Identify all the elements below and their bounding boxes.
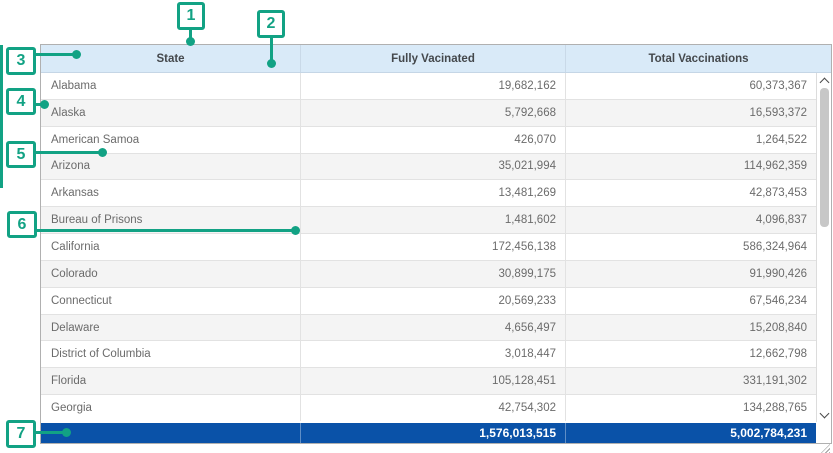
cell-state: Florida — [41, 368, 300, 394]
cell-total-vaccinations: 114,962,359 — [565, 154, 816, 180]
table-row[interactable]: Alabama 19,682,162 60,373,367 — [41, 73, 816, 100]
dashboard-page: State Fully Vacinated Total Vaccinations… — [0, 0, 833, 453]
cell-total-vaccinations: 134,288,765 — [565, 395, 816, 421]
cell-state: Delaware — [41, 315, 300, 341]
cell-total-vaccinations: 60,373,367 — [565, 73, 816, 99]
cell-total-vaccinations: 4,096,837 — [565, 207, 816, 233]
cell-total-vaccinations: 15,208,840 — [565, 315, 816, 341]
cell-state: District of Columbia — [41, 341, 300, 367]
cell-state: Colorado — [41, 261, 300, 287]
chevron-down-icon[interactable] — [820, 409, 830, 419]
cell-fully-vaccinated: 5,792,668 — [300, 100, 565, 126]
cell-fully-vaccinated: 3,018,447 — [300, 341, 565, 367]
callout-7: 7 — [6, 420, 36, 448]
cell-total-vaccinations: 42,873,453 — [565, 180, 816, 206]
scrollbar-track[interactable] — [816, 73, 831, 422]
table-row[interactable]: Delaware 4,656,497 15,208,840 — [41, 315, 816, 342]
summary-totals-row: 1,576,013,515 5,002,784,231 — [41, 423, 816, 443]
cell-state: Arizona — [41, 154, 300, 180]
cell-state: Connecticut — [41, 288, 300, 314]
cell-state: Alabama — [41, 73, 300, 99]
cell-total-vaccinations: 586,324,964 — [565, 234, 816, 260]
cell-fully-vaccinated: 30,899,175 — [300, 261, 565, 287]
summary-total-vaccinations-total: 5,002,784,231 — [565, 423, 816, 443]
table-body: Alabama 19,682,162 60,373,367 Alaska 5,7… — [41, 73, 816, 422]
table-row[interactable]: Alaska 5,792,668 16,593,372 — [41, 100, 816, 127]
callout-2-dot — [267, 59, 276, 68]
cell-fully-vaccinated: 13,481,269 — [300, 180, 565, 206]
cell-state: American Samoa — [41, 127, 300, 153]
callout-1: 1 — [177, 2, 205, 30]
table-widget-panel: State Fully Vacinated Total Vaccinations… — [40, 44, 832, 444]
cell-total-vaccinations: 67,546,234 — [565, 288, 816, 314]
column-header-fully-vaccinated: Fully Vacinated — [300, 45, 565, 72]
summary-state-cell — [41, 423, 300, 443]
table-header-row: State Fully Vacinated Total Vaccinations — [41, 45, 831, 73]
cell-state: Georgia — [41, 395, 300, 421]
callout-5-dot — [98, 148, 107, 157]
callout-2: 2 — [257, 10, 285, 38]
table-row[interactable]: American Samoa 426,070 1,264,522 — [41, 127, 816, 154]
callout-3-dot — [72, 50, 81, 59]
table-row[interactable]: Georgia 42,754,302 134,288,765 — [41, 395, 816, 422]
callout-5: 5 — [6, 141, 36, 168]
table-row[interactable]: Connecticut 20,569,233 67,546,234 — [41, 288, 816, 315]
callout-3-stem — [36, 53, 75, 56]
callout-4-dot — [40, 100, 49, 109]
cell-fully-vaccinated: 20,569,233 — [300, 288, 565, 314]
summary-fully-vaccinated-total: 1,576,013,515 — [300, 423, 565, 443]
cell-fully-vaccinated: 4,656,497 — [300, 315, 565, 341]
cell-fully-vaccinated: 426,070 — [300, 127, 565, 153]
cell-total-vaccinations: 331,191,302 — [565, 368, 816, 394]
cell-fully-vaccinated: 1,481,602 — [300, 207, 565, 233]
cell-state: California — [41, 234, 300, 260]
table-row[interactable]: Colorado 30,899,175 91,990,426 — [41, 261, 816, 288]
cell-fully-vaccinated: 42,754,302 — [300, 395, 565, 421]
table-row[interactable]: Arizona 35,021,994 114,962,359 — [41, 154, 816, 181]
table-row[interactable]: California 172,456,138 586,324,964 — [41, 234, 816, 261]
cell-state: Alaska — [41, 100, 300, 126]
callout-3: 3 — [6, 47, 36, 75]
callout-1-dot — [186, 37, 195, 46]
callout-7-stem — [36, 431, 64, 434]
chevron-up-icon[interactable] — [820, 78, 830, 88]
cell-fully-vaccinated: 19,682,162 — [300, 73, 565, 99]
callout-7-dot — [62, 428, 71, 437]
cell-fully-vaccinated: 172,456,138 — [300, 234, 565, 260]
cell-state: Arkansas — [41, 180, 300, 206]
table-row[interactable]: Florida 105,128,451 331,191,302 — [41, 368, 816, 395]
resize-grip-icon[interactable] — [821, 444, 830, 453]
callout-6-dot — [291, 226, 300, 235]
callout-5-stem — [36, 151, 100, 154]
cell-total-vaccinations: 12,662,798 — [565, 341, 816, 367]
callout-6: 6 — [7, 211, 37, 238]
table-row[interactable]: District of Columbia 3,018,447 12,662,79… — [41, 341, 816, 368]
column-header-state: State — [41, 45, 300, 72]
column-header-total-vaccinations: Total Vaccinations — [565, 45, 831, 72]
callout-6-stem — [37, 229, 293, 232]
callout-4: 4 — [6, 88, 36, 115]
callout-left-connector-line — [0, 45, 3, 188]
table-row[interactable]: Arkansas 13,481,269 42,873,453 — [41, 180, 816, 207]
cell-total-vaccinations: 16,593,372 — [565, 100, 816, 126]
cell-total-vaccinations: 1,264,522 — [565, 127, 816, 153]
cell-total-vaccinations: 91,990,426 — [565, 261, 816, 287]
scrollbar-thumb[interactable] — [820, 88, 829, 227]
callout-2-stem — [270, 38, 273, 61]
cell-fully-vaccinated: 105,128,451 — [300, 368, 565, 394]
cell-fully-vaccinated: 35,021,994 — [300, 154, 565, 180]
